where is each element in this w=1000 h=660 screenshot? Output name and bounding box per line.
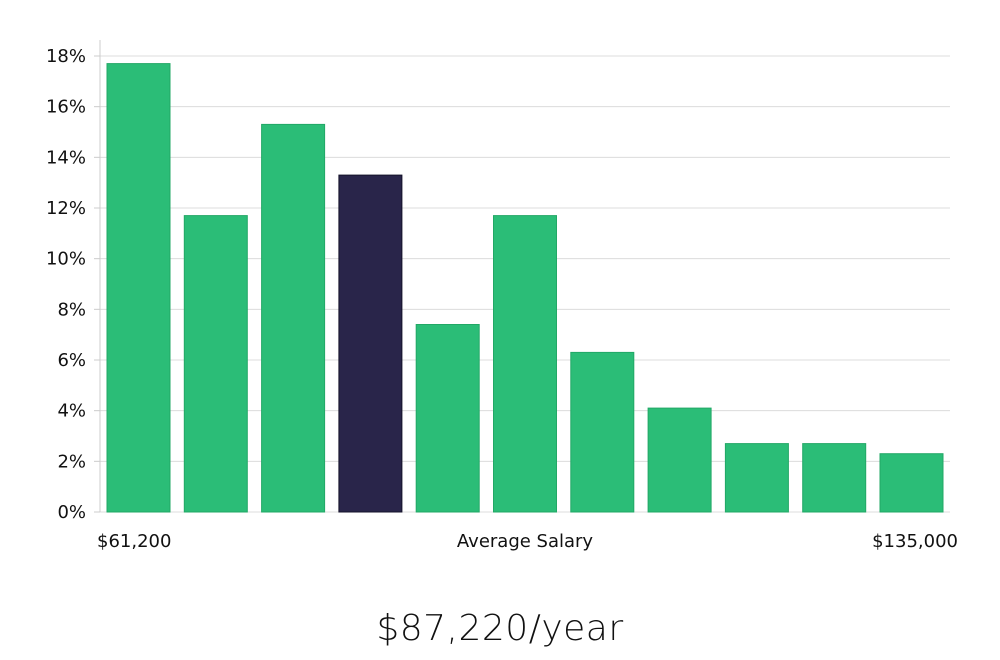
y-tick-label: 2% [57, 451, 86, 472]
y-tick-label: 12% [46, 198, 86, 219]
y-ticks: 0% 2% 4% 6% 8% 10% 12% 14% 16% 18% [46, 46, 100, 523]
bar [724, 443, 789, 513]
bar [493, 215, 557, 513]
bar [106, 63, 171, 513]
bar [570, 351, 635, 513]
bar [879, 453, 944, 513]
bar [802, 443, 867, 513]
y-tick-label: 6% [57, 350, 86, 371]
bar-highlighted [338, 174, 403, 513]
bar [647, 407, 712, 513]
salary-histogram: 0% 2% 4% 6% 8% 10% 12% 14% 16% 18% $61,200 Averag… [46, 40, 958, 552]
x-min-label: $61,200 [97, 531, 171, 552]
y-tick-label: 10% [46, 249, 86, 270]
y-tick-label: 18% [46, 46, 86, 67]
bars [106, 63, 944, 513]
bar [183, 215, 248, 513]
x-max-label: $135,000 [872, 531, 958, 552]
y-tick-label: 14% [46, 147, 86, 168]
bar [261, 123, 326, 513]
average-salary-value: $87,220/year [376, 608, 624, 649]
y-tick-label: 4% [57, 401, 86, 422]
bar [415, 324, 480, 513]
y-tick-label: 0% [57, 502, 86, 523]
x-axis-title: Average Salary [457, 531, 594, 552]
y-tick-label: 8% [57, 299, 86, 320]
y-tick-label: 16% [46, 97, 86, 118]
